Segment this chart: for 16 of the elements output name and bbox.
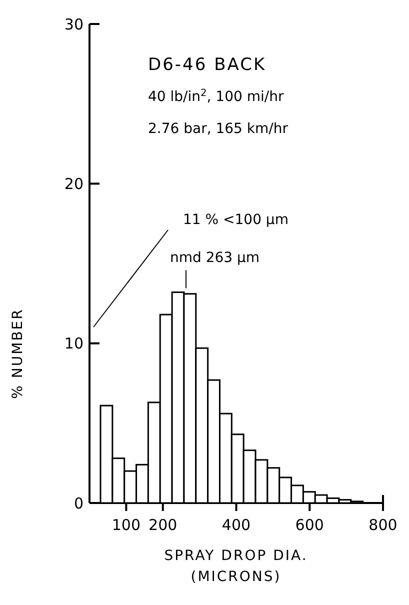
text: D6-46 BACK	[148, 55, 266, 75]
annotation: nmd 263 µm	[170, 250, 260, 266]
x-axis-title: SPRAY DROP DIA. (MICRONS)	[164, 548, 308, 585]
x-tick-label: 400	[222, 516, 251, 534]
x-tick-label: 800	[368, 516, 398, 534]
x-tick-label: 100	[112, 516, 141, 534]
y-tick-label: 10	[64, 334, 84, 353]
y-axis-title: % NUMBER	[10, 308, 26, 399]
x-tick-label: 200	[148, 516, 178, 534]
y-tick-label: 0	[74, 494, 84, 512]
y-tick-label: 20	[64, 174, 84, 193]
y-tick-label: 30	[64, 15, 84, 34]
annotation: 2.76 bar, 165 km/hr	[148, 121, 288, 137]
x-tick-label: 600	[295, 516, 324, 534]
text: 40 lb/in$^{2}$, 100 mi/hr	[148, 88, 284, 105]
annotation: 11 % <100 µm	[183, 212, 288, 228]
